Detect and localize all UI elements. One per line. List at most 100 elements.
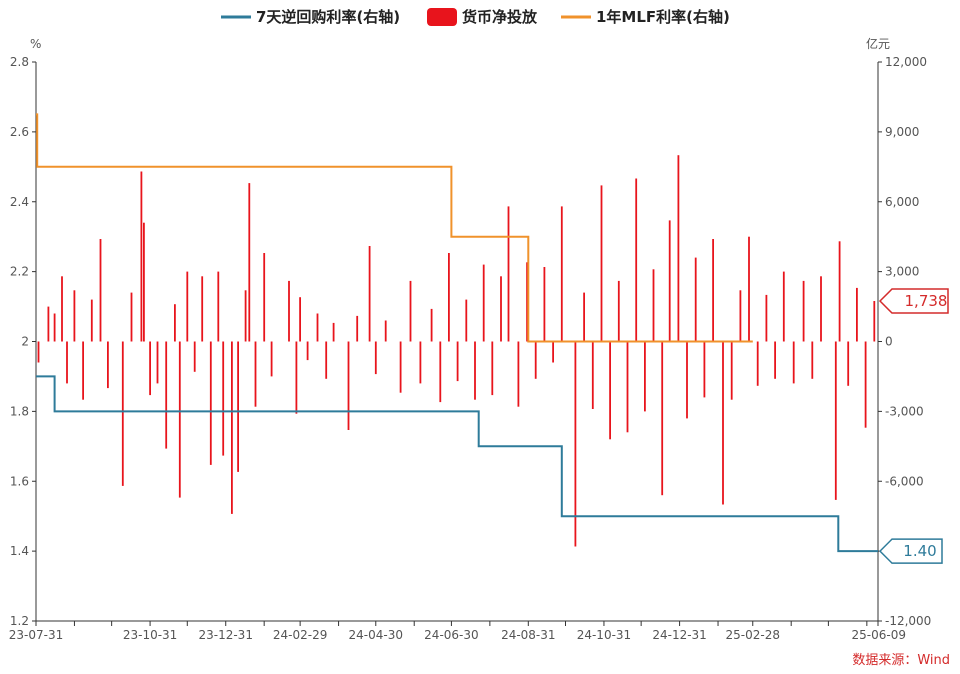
net-injection-bar	[47, 306, 50, 342]
line-last-value-callout	[878, 538, 943, 564]
legend[interactable]: 7天逆回购利率(右轴) 货币净投放 1年MLF利率(右轴)	[221, 8, 730, 26]
net-injection-bar	[53, 313, 56, 342]
net-injection-bar	[231, 341, 233, 514]
net-injection-bar	[802, 280, 805, 342]
right-axis-unit: 亿元	[866, 36, 890, 51]
net-injection-bar	[864, 341, 867, 428]
legend-label-net-injection: 货币净投放	[462, 8, 538, 26]
data-source: 数据来源：Wind	[852, 653, 950, 668]
net-injection-bar	[677, 155, 680, 342]
net-injection-bar	[574, 341, 577, 547]
right-tick-label: 3,000	[885, 265, 919, 279]
net-injection-bar	[609, 341, 611, 440]
net-injection-bar	[306, 341, 309, 361]
legend-label-reverse-repo: 7天逆回购利率(右轴)	[256, 8, 400, 26]
net-injection-bar	[61, 276, 63, 342]
left-tick-label: 2.4	[10, 195, 29, 209]
x-tick-label: 23-12-31	[198, 628, 252, 642]
net-injection-bar	[209, 341, 212, 465]
left-tick-label: 1.6	[10, 474, 29, 488]
net-injection-bar	[591, 341, 594, 409]
net-injection-bar	[248, 183, 251, 342]
net-injection-bar	[517, 341, 520, 407]
net-injection-bar	[748, 236, 750, 342]
x-tick-label: 24-04-30	[349, 628, 403, 642]
net-injection-bar	[526, 262, 528, 342]
legend-item-mlf[interactable]: 1年MLF利率(右轴)	[561, 8, 730, 26]
net-injection-bar	[730, 341, 733, 400]
net-injection-bar	[73, 290, 76, 342]
net-injection-bar	[107, 341, 109, 389]
net-injection-bar	[374, 341, 377, 375]
right-tick-label: 6,000	[885, 195, 919, 209]
x-tick-label: 25-06-09	[852, 628, 906, 642]
net-injection-bar	[99, 239, 102, 342]
net-injection-bar	[186, 271, 189, 342]
net-injection-bar	[644, 341, 646, 412]
net-injection-bar	[222, 341, 225, 456]
net-injection-bar	[237, 341, 239, 472]
net-injection-bar	[439, 341, 442, 403]
net-injection-bar	[765, 294, 768, 342]
net-injection-bar	[399, 341, 402, 393]
net-injection-bar	[722, 341, 724, 505]
right-tick-label: -12,000	[885, 614, 931, 628]
net-injection-bar	[217, 271, 220, 342]
x-tick-label: 23-07-31	[9, 628, 63, 642]
net-injection-bar	[668, 220, 671, 342]
net-injection-bar	[811, 341, 814, 379]
net-injection-bar	[474, 341, 476, 400]
x-tick-label: 24-02-29	[273, 628, 327, 642]
net-injection-bar	[201, 276, 204, 342]
left-tick-label: 2.6	[10, 125, 29, 139]
rate-lines	[36, 113, 878, 553]
net-injection-bar	[368, 246, 371, 342]
net-injection-bar	[82, 341, 84, 400]
left-tick-label: 2.2	[10, 265, 29, 279]
axes: 1.21.41.61.822.22.42.62.8-12,000-9,000-6…	[9, 55, 932, 642]
bar-last-value-label: 1,738	[905, 292, 948, 310]
right-tick-label: 0	[885, 335, 893, 349]
bar-last-value-callout	[878, 288, 949, 314]
right-tick-label: -6,000	[885, 474, 924, 488]
net-injection-bar	[143, 222, 145, 342]
net-injection-bar	[703, 341, 706, 398]
legend-item-reverse-repo[interactable]: 7天逆回购利率(右轴)	[221, 8, 400, 26]
net-injection-bar	[165, 341, 168, 449]
net-injection-bar	[543, 267, 546, 342]
x-tick-label: 24-08-31	[501, 628, 555, 642]
net-injection-bar	[299, 297, 301, 342]
line-last-value-label: 1.40	[903, 542, 936, 560]
net-injection-bar	[583, 292, 585, 342]
net-injection-bar	[456, 341, 459, 382]
x-tick-label: 24-06-30	[424, 628, 478, 642]
legend-item-net-injection[interactable]: 货币净投放	[427, 8, 538, 26]
left-axis-unit: %	[30, 37, 41, 51]
left-tick-label: 1.4	[10, 544, 29, 558]
net-injection-bar	[149, 341, 151, 396]
net-injection-bar	[686, 341, 688, 419]
net-injection-bar	[244, 290, 247, 342]
net-injection-bar	[834, 341, 837, 500]
net-injection-bar	[652, 269, 655, 342]
net-injection-bar	[130, 292, 133, 342]
net-injection-bar	[661, 341, 664, 496]
net-injection-bars	[37, 155, 876, 547]
right-tick-label: 12,000	[885, 55, 927, 69]
net-injection-bar	[756, 341, 759, 386]
mlf-rate-line	[36, 113, 753, 343]
net-injection-bar	[847, 341, 850, 386]
net-injection-bar	[193, 341, 196, 372]
net-injection-bar	[121, 341, 124, 486]
x-tick-label: 23-10-31	[123, 628, 177, 642]
net-injection-bar	[774, 341, 776, 379]
right-tick-label: -3,000	[885, 404, 924, 418]
net-injection-bar	[820, 276, 822, 342]
net-injection-bar	[316, 313, 319, 342]
net-injection-bar	[356, 315, 359, 342]
net-injection-bar	[66, 341, 68, 384]
net-injection-bar	[739, 290, 742, 342]
net-injection-bar	[552, 341, 554, 363]
net-injection-bar	[332, 322, 335, 342]
net-injection-bar	[254, 341, 257, 407]
